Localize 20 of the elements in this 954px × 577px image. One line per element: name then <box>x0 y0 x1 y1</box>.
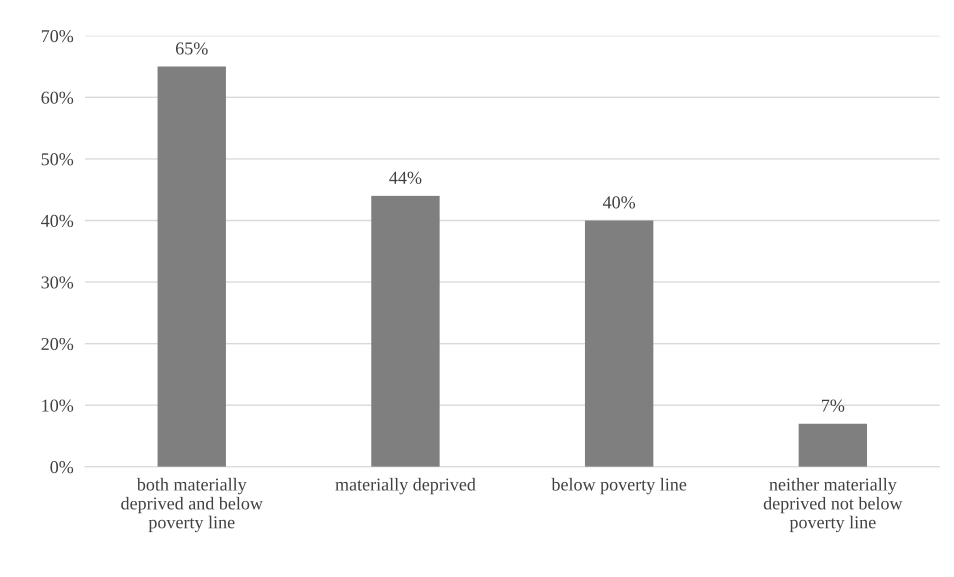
data-label: 7% <box>822 400 844 412</box>
y-tick-label: 40% <box>41 214 74 227</box>
y-tick-label: 30% <box>42 276 74 289</box>
x-tick-label: both materially deprived and below poverty line <box>121 478 263 532</box>
x-tick-label: below poverty line <box>551 478 686 494</box>
y-tick-label: 50% <box>42 153 74 166</box>
x-tick-label: materially deprived <box>335 478 476 494</box>
data-label: 65% <box>176 42 208 55</box>
bar <box>584 220 654 467</box>
y-tick-label: 10% <box>42 399 74 412</box>
y-tick-label: 60% <box>41 92 74 104</box>
y-tick-label: 20% <box>41 338 74 350</box>
x-tick-label: neither materially deprived not below poverty line <box>764 478 902 532</box>
data-label: 44% <box>389 172 422 184</box>
y-tick-label: 70% <box>42 30 74 42</box>
data-label: 40% <box>602 196 636 209</box>
bar <box>798 424 868 467</box>
y-tick-label: 0% <box>50 461 74 474</box>
bar <box>158 66 226 467</box>
bar <box>371 196 440 467</box>
